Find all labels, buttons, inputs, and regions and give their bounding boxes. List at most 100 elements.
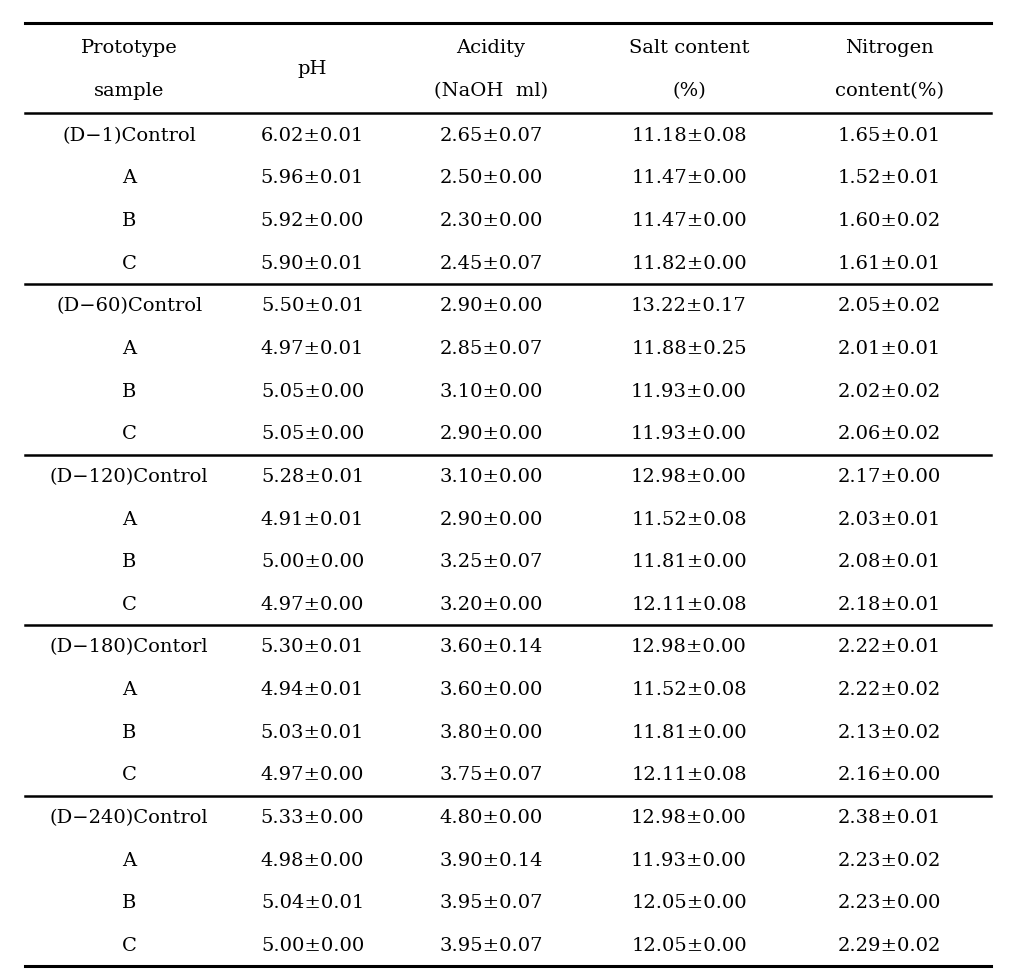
Text: Prototype: Prototype bbox=[81, 39, 178, 57]
Text: 2.01±0.01: 2.01±0.01 bbox=[837, 340, 941, 358]
Text: 2.22±0.01: 2.22±0.01 bbox=[837, 638, 941, 656]
Text: 1.52±0.01: 1.52±0.01 bbox=[837, 169, 941, 188]
Text: 12.11±0.08: 12.11±0.08 bbox=[631, 595, 747, 614]
Text: 5.05±0.00: 5.05±0.00 bbox=[261, 382, 364, 401]
Text: 1.61±0.01: 1.61±0.01 bbox=[837, 254, 941, 273]
Text: 12.11±0.08: 12.11±0.08 bbox=[631, 766, 747, 784]
Text: 2.02±0.02: 2.02±0.02 bbox=[837, 382, 941, 401]
Text: (%): (%) bbox=[673, 82, 706, 100]
Text: B: B bbox=[122, 382, 136, 401]
Text: 2.22±0.02: 2.22±0.02 bbox=[837, 680, 941, 699]
Text: A: A bbox=[122, 510, 136, 528]
Text: 6.02±0.01: 6.02±0.01 bbox=[261, 127, 364, 145]
Text: B: B bbox=[122, 553, 136, 571]
Text: 11.52±0.08: 11.52±0.08 bbox=[631, 680, 747, 699]
Text: 2.45±0.07: 2.45±0.07 bbox=[440, 254, 543, 273]
Text: 3.75±0.07: 3.75±0.07 bbox=[440, 766, 543, 784]
Text: 2.23±0.00: 2.23±0.00 bbox=[837, 893, 941, 912]
Text: (D−240)Control: (D−240)Control bbox=[50, 808, 208, 827]
Text: (NaOH  ml): (NaOH ml) bbox=[434, 82, 549, 100]
Text: 11.88±0.25: 11.88±0.25 bbox=[631, 340, 747, 358]
Text: 3.95±0.07: 3.95±0.07 bbox=[439, 936, 543, 954]
Text: 12.98±0.00: 12.98±0.00 bbox=[631, 467, 747, 486]
Text: 5.00±0.00: 5.00±0.00 bbox=[261, 553, 364, 571]
Text: 2.03±0.01: 2.03±0.01 bbox=[837, 510, 941, 528]
Text: 2.90±0.00: 2.90±0.00 bbox=[440, 297, 543, 315]
Text: 4.97±0.00: 4.97±0.00 bbox=[261, 766, 364, 784]
Text: sample: sample bbox=[93, 82, 165, 100]
Text: C: C bbox=[122, 254, 136, 273]
Text: 2.65±0.07: 2.65±0.07 bbox=[440, 127, 543, 145]
Text: 11.82±0.00: 11.82±0.00 bbox=[631, 254, 747, 273]
Text: 1.60±0.02: 1.60±0.02 bbox=[837, 212, 941, 230]
Text: (D−1)Control: (D−1)Control bbox=[62, 127, 196, 145]
Text: 11.93±0.00: 11.93±0.00 bbox=[631, 382, 747, 401]
Text: 2.17±0.00: 2.17±0.00 bbox=[837, 467, 941, 486]
Text: 1.65±0.01: 1.65±0.01 bbox=[837, 127, 941, 145]
Text: 5.96±0.01: 5.96±0.01 bbox=[261, 169, 364, 188]
Text: B: B bbox=[122, 212, 136, 230]
Text: C: C bbox=[122, 936, 136, 954]
Text: (D−120)Control: (D−120)Control bbox=[50, 467, 208, 486]
Text: A: A bbox=[122, 851, 136, 869]
Text: 5.30±0.01: 5.30±0.01 bbox=[261, 638, 364, 656]
Text: 3.80±0.00: 3.80±0.00 bbox=[440, 723, 543, 741]
Text: 5.03±0.01: 5.03±0.01 bbox=[261, 723, 364, 741]
Text: 5.33±0.00: 5.33±0.00 bbox=[261, 808, 365, 827]
Text: 5.92±0.00: 5.92±0.00 bbox=[261, 212, 364, 230]
Text: content(%): content(%) bbox=[835, 82, 944, 100]
Text: 5.28±0.01: 5.28±0.01 bbox=[261, 467, 364, 486]
Text: 4.97±0.01: 4.97±0.01 bbox=[261, 340, 364, 358]
Text: 11.81±0.00: 11.81±0.00 bbox=[631, 553, 747, 571]
Text: (D−60)Control: (D−60)Control bbox=[56, 297, 202, 315]
Text: 5.90±0.01: 5.90±0.01 bbox=[261, 254, 364, 273]
Text: B: B bbox=[122, 723, 136, 741]
Text: 2.85±0.07: 2.85±0.07 bbox=[440, 340, 543, 358]
Text: 11.47±0.00: 11.47±0.00 bbox=[631, 212, 747, 230]
Text: 3.60±0.14: 3.60±0.14 bbox=[440, 638, 543, 656]
Text: Nitrogen: Nitrogen bbox=[845, 39, 934, 57]
Text: 3.25±0.07: 3.25±0.07 bbox=[440, 553, 543, 571]
Text: 3.10±0.00: 3.10±0.00 bbox=[440, 382, 543, 401]
Text: C: C bbox=[122, 425, 136, 443]
Text: 12.05±0.00: 12.05±0.00 bbox=[631, 893, 747, 912]
Text: 2.29±0.02: 2.29±0.02 bbox=[837, 936, 941, 954]
Text: 4.91±0.01: 4.91±0.01 bbox=[261, 510, 364, 528]
Text: pH: pH bbox=[298, 61, 327, 78]
Text: 11.93±0.00: 11.93±0.00 bbox=[631, 425, 747, 443]
Text: 2.05±0.02: 2.05±0.02 bbox=[837, 297, 941, 315]
Text: 5.50±0.01: 5.50±0.01 bbox=[261, 297, 364, 315]
Text: 2.23±0.02: 2.23±0.02 bbox=[837, 851, 941, 869]
Text: 2.06±0.02: 2.06±0.02 bbox=[837, 425, 941, 443]
Text: 12.05±0.00: 12.05±0.00 bbox=[631, 936, 747, 954]
Text: 2.30±0.00: 2.30±0.00 bbox=[440, 212, 543, 230]
Text: A: A bbox=[122, 680, 136, 699]
Text: 4.94±0.01: 4.94±0.01 bbox=[261, 680, 364, 699]
Text: C: C bbox=[122, 595, 136, 614]
Text: 2.90±0.00: 2.90±0.00 bbox=[440, 425, 543, 443]
Text: 3.60±0.00: 3.60±0.00 bbox=[440, 680, 543, 699]
Text: 11.18±0.08: 11.18±0.08 bbox=[631, 127, 747, 145]
Text: 12.98±0.00: 12.98±0.00 bbox=[631, 808, 747, 827]
Text: 5.04±0.01: 5.04±0.01 bbox=[261, 893, 364, 912]
Text: 2.90±0.00: 2.90±0.00 bbox=[440, 510, 543, 528]
Text: (D−180)Contorl: (D−180)Contorl bbox=[50, 638, 208, 656]
Text: C: C bbox=[122, 766, 136, 784]
Text: 4.80±0.00: 4.80±0.00 bbox=[440, 808, 543, 827]
Text: 2.16±0.00: 2.16±0.00 bbox=[837, 766, 941, 784]
Text: 12.98±0.00: 12.98±0.00 bbox=[631, 638, 747, 656]
Text: 11.81±0.00: 11.81±0.00 bbox=[631, 723, 747, 741]
Text: 4.98±0.00: 4.98±0.00 bbox=[261, 851, 364, 869]
Text: 3.95±0.07: 3.95±0.07 bbox=[439, 893, 543, 912]
Text: 11.47±0.00: 11.47±0.00 bbox=[631, 169, 747, 188]
Text: 11.93±0.00: 11.93±0.00 bbox=[631, 851, 747, 869]
Text: 13.22±0.17: 13.22±0.17 bbox=[631, 297, 747, 315]
Text: 5.00±0.00: 5.00±0.00 bbox=[261, 936, 364, 954]
Text: 2.18±0.01: 2.18±0.01 bbox=[837, 595, 941, 614]
Text: A: A bbox=[122, 169, 136, 188]
Text: 2.50±0.00: 2.50±0.00 bbox=[440, 169, 543, 188]
Text: 4.97±0.00: 4.97±0.00 bbox=[261, 595, 364, 614]
Text: 3.10±0.00: 3.10±0.00 bbox=[440, 467, 543, 486]
Text: 2.08±0.01: 2.08±0.01 bbox=[837, 553, 941, 571]
Text: 2.13±0.02: 2.13±0.02 bbox=[837, 723, 941, 741]
